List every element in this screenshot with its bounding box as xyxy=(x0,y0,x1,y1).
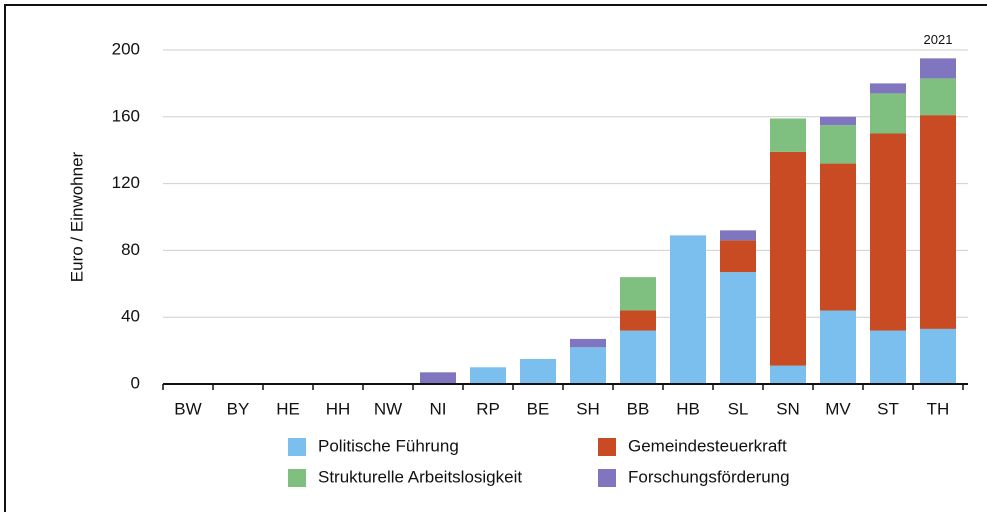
bar-segment xyxy=(920,115,956,329)
y-axis-title: Euro / Einwohner xyxy=(67,151,86,282)
bar-segment xyxy=(770,151,806,366)
bar-segment xyxy=(570,338,606,348)
x-tick-label: HH xyxy=(326,399,351,418)
x-tick-label: NW xyxy=(374,399,402,418)
bar-segment xyxy=(920,58,956,79)
bar-segment xyxy=(620,330,656,384)
bar-segment xyxy=(720,240,756,273)
x-tick-label: MV xyxy=(825,399,851,418)
bar-segment xyxy=(920,78,956,116)
bar-segment xyxy=(870,93,906,134)
bar-segment xyxy=(670,235,706,384)
bar-segment xyxy=(870,133,906,331)
bar-segment xyxy=(820,163,856,311)
legend-label: Forschungsförderung xyxy=(628,467,790,486)
bar-segment xyxy=(820,310,856,384)
y-tick-label: 200 xyxy=(112,39,140,58)
x-tick-label: RP xyxy=(476,399,500,418)
bar-segment xyxy=(870,83,906,94)
x-tick-label: ST xyxy=(877,399,899,418)
legend-label: Gemeindesteuerkraft xyxy=(628,436,787,455)
legend-swatch xyxy=(288,469,306,487)
bar-segment xyxy=(420,372,456,384)
bar-segment xyxy=(820,116,856,126)
annotation: 2021 xyxy=(924,32,953,47)
bar-segment xyxy=(770,118,806,152)
y-tick-label: 160 xyxy=(112,106,140,125)
x-tick-label: HB xyxy=(676,399,700,418)
x-tick-label: BB xyxy=(627,399,650,418)
frame xyxy=(4,4,987,512)
x-tick-label: NI xyxy=(430,399,447,418)
x-tick-label: BW xyxy=(174,399,201,418)
legend-swatch xyxy=(598,469,616,487)
y-tick-label: 80 xyxy=(121,240,140,259)
legend-swatch xyxy=(598,438,616,456)
legend-label: Politische Führung xyxy=(318,436,459,455)
bar-segment xyxy=(920,328,956,384)
bar-segment xyxy=(620,277,656,311)
bar-segment xyxy=(820,125,856,164)
bar-segment xyxy=(620,310,656,331)
legend-swatch xyxy=(288,438,306,456)
bar-segment xyxy=(720,272,756,384)
x-tick-label: SN xyxy=(776,399,800,418)
bar-segment xyxy=(720,230,756,241)
bar-segment xyxy=(870,330,906,384)
legend-label: Strukturelle Arbeitslosigkeit xyxy=(318,467,522,486)
bar-segment xyxy=(470,367,506,384)
y-tick-label: 120 xyxy=(112,173,140,192)
x-tick-label: TH xyxy=(927,399,950,418)
x-tick-label: BY xyxy=(227,399,250,418)
bar-segment xyxy=(520,358,556,384)
x-tick-label: SL xyxy=(728,399,749,418)
bar-segment xyxy=(770,365,806,384)
bar-segment xyxy=(570,347,606,384)
y-tick-label: 40 xyxy=(121,307,140,326)
y-tick-label: 0 xyxy=(131,373,140,392)
x-tick-label: HE xyxy=(276,399,300,418)
x-tick-label: SH xyxy=(576,399,600,418)
x-tick-label: BE xyxy=(527,399,550,418)
